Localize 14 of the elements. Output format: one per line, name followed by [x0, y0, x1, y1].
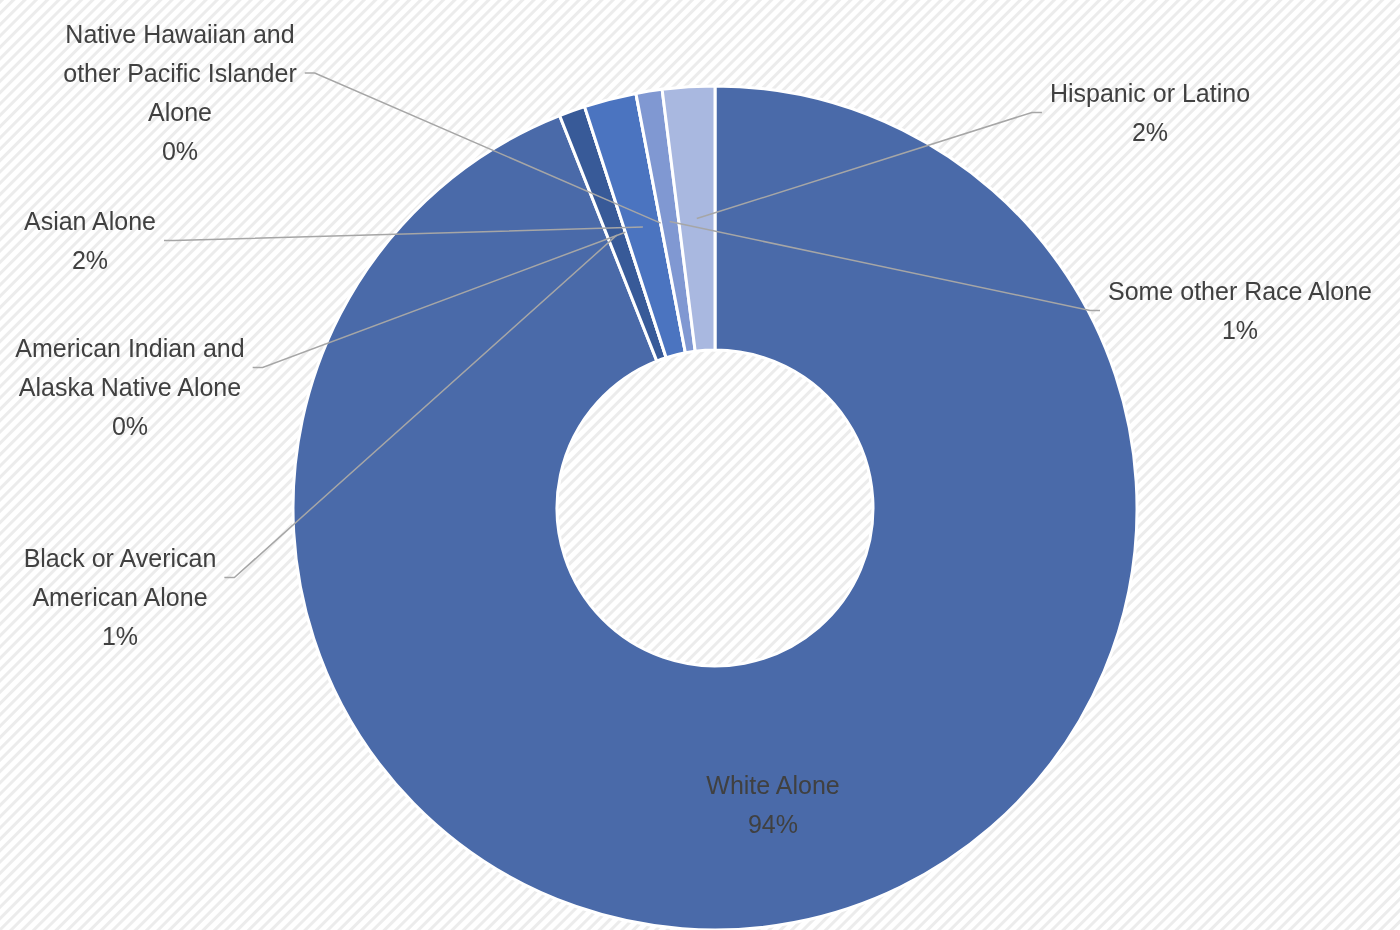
- slice-label: Black or Averican American Alone: [23, 544, 217, 611]
- text: 0%: [111, 412, 149, 440]
- slice-label: Asian Alone: [23, 207, 157, 235]
- slice-label: Hispanic or Latino: [1049, 79, 1251, 107]
- category-label: Native Hawaiian and other Pacific Islander Alone: [63, 20, 297, 126]
- data-label: 2%: [1131, 118, 1169, 146]
- data-label: 2%: [71, 246, 109, 274]
- slice-label: Some other Race Alone: [1107, 277, 1373, 305]
- category-label: American Indian and Alaska Native Alone: [15, 334, 245, 401]
- data-label: 1%: [1221, 316, 1259, 344]
- text: 0%: [161, 137, 199, 165]
- slice-label: White Alone: [706, 771, 840, 799]
- data-label: 1%: [101, 622, 139, 650]
- data-label: 94%: [747, 810, 799, 838]
